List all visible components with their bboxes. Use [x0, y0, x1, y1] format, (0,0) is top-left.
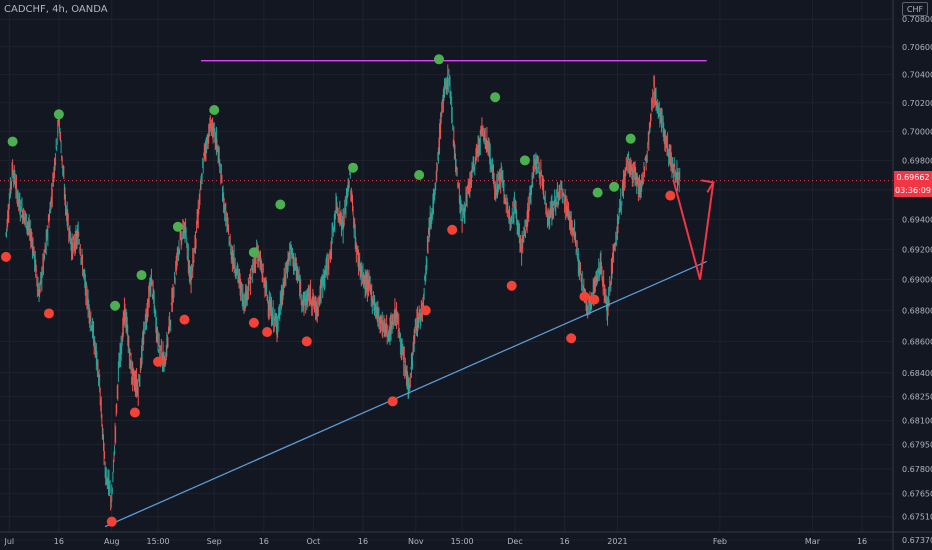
- y-tick-label: 0.70000: [902, 127, 932, 136]
- x-tick-label: Feb: [713, 537, 727, 546]
- pivot-high-marker: [414, 170, 425, 181]
- x-tick-label: Dec: [507, 537, 522, 546]
- pivot-low-marker: [566, 333, 577, 344]
- pivot-high-marker: [110, 300, 121, 311]
- pivot-low-marker: [262, 327, 273, 338]
- pivot-low-marker: [106, 516, 117, 527]
- y-tick-label: 0.69200: [902, 245, 932, 254]
- pivot-high-marker: [433, 54, 444, 65]
- currency-badge[interactable]: CHF: [902, 2, 928, 16]
- pivot-low-marker: [665, 190, 676, 201]
- y-tick-label: 0.69400: [902, 215, 932, 224]
- x-tick-label: Nov: [408, 537, 424, 546]
- pivot-low-marker: [179, 314, 190, 325]
- pivot-low-marker: [153, 356, 164, 367]
- x-tick-label: Aug: [104, 537, 120, 546]
- pivot-low-marker: [420, 305, 431, 316]
- grid: [0, 0, 893, 541]
- x-tick-label: 16: [54, 537, 64, 546]
- trendlines: [0, 60, 893, 528]
- pivot-markers: [1, 54, 676, 527]
- pivot-low-marker: [129, 407, 140, 418]
- pivot-high-marker: [275, 199, 286, 210]
- pivot-high-marker: [248, 247, 259, 258]
- pivot-low-marker: [43, 308, 54, 319]
- x-tick-label: Jul: [3, 537, 14, 546]
- countdown-label: 03:36:09: [894, 184, 932, 197]
- candles: [5, 64, 681, 511]
- pivot-low-marker: [589, 294, 600, 305]
- last-price-label: 0.69662: [894, 171, 932, 184]
- x-tick-label: 2021: [607, 537, 627, 546]
- x-tick-label: Sep: [207, 537, 222, 546]
- pivot-low-marker: [506, 280, 517, 291]
- y-tick-label: 0.68800: [902, 306, 932, 315]
- x-tick-label: Oct: [306, 537, 320, 546]
- y-tick-label: 0.70800: [902, 15, 932, 24]
- x-tick-label: 15:00: [451, 537, 474, 546]
- x-tick-label: Mar: [805, 537, 821, 546]
- symbol-title[interactable]: CADCHF, 4h, OANDA: [4, 4, 108, 15]
- y-tick-label: 0.70600: [902, 43, 932, 52]
- x-tick-label: 16: [358, 537, 368, 546]
- pivot-low-marker: [248, 317, 259, 328]
- pivot-high-marker: [625, 133, 636, 144]
- pivot-high-marker: [136, 270, 147, 281]
- y-tick-label: 0.67370: [902, 536, 932, 545]
- x-tick-label: 16: [857, 537, 867, 546]
- pivot-high-marker: [519, 155, 530, 166]
- pivot-low-marker: [387, 396, 398, 407]
- projection-path: [672, 180, 715, 280]
- y-tick-label: 0.67510: [902, 513, 932, 522]
- x-tick-label: 15:00: [147, 537, 170, 546]
- pivot-high-marker: [209, 105, 220, 116]
- y-tick-label: 0.69800: [902, 156, 932, 165]
- x-tick-label: 16: [259, 537, 269, 546]
- y-tick-label: 0.67800: [902, 465, 932, 474]
- pivot-low-marker: [447, 224, 458, 235]
- y-tick-label: 0.68100: [902, 417, 932, 426]
- pivot-high-marker: [348, 162, 359, 173]
- pivot-high-marker: [7, 136, 18, 147]
- pivot-high-marker: [592, 187, 603, 198]
- y-tick-label: 0.68400: [902, 369, 932, 378]
- y-tick-label: 0.68250: [902, 393, 932, 402]
- pivot-low-marker: [579, 291, 590, 302]
- pivot-high-marker: [609, 181, 620, 192]
- pivot-high-marker: [490, 92, 501, 103]
- y-tick-label: 0.68600: [902, 337, 932, 346]
- pivot-low-marker: [1, 251, 11, 262]
- pivot-low-marker: [301, 336, 312, 347]
- pivot-high-marker: [53, 109, 64, 120]
- projection-arrowhead: [701, 179, 715, 193]
- y-tick-label: 0.69000: [902, 276, 932, 285]
- y-tick-label: 0.70200: [902, 99, 932, 108]
- support-line: [104, 260, 707, 528]
- y-tick-label: 0.70400: [902, 71, 932, 80]
- y-tick-label: 0.67950: [902, 441, 932, 450]
- pivot-high-marker: [172, 221, 183, 232]
- x-tick-label: 16: [559, 537, 569, 546]
- y-tick-label: 0.67650: [902, 490, 932, 499]
